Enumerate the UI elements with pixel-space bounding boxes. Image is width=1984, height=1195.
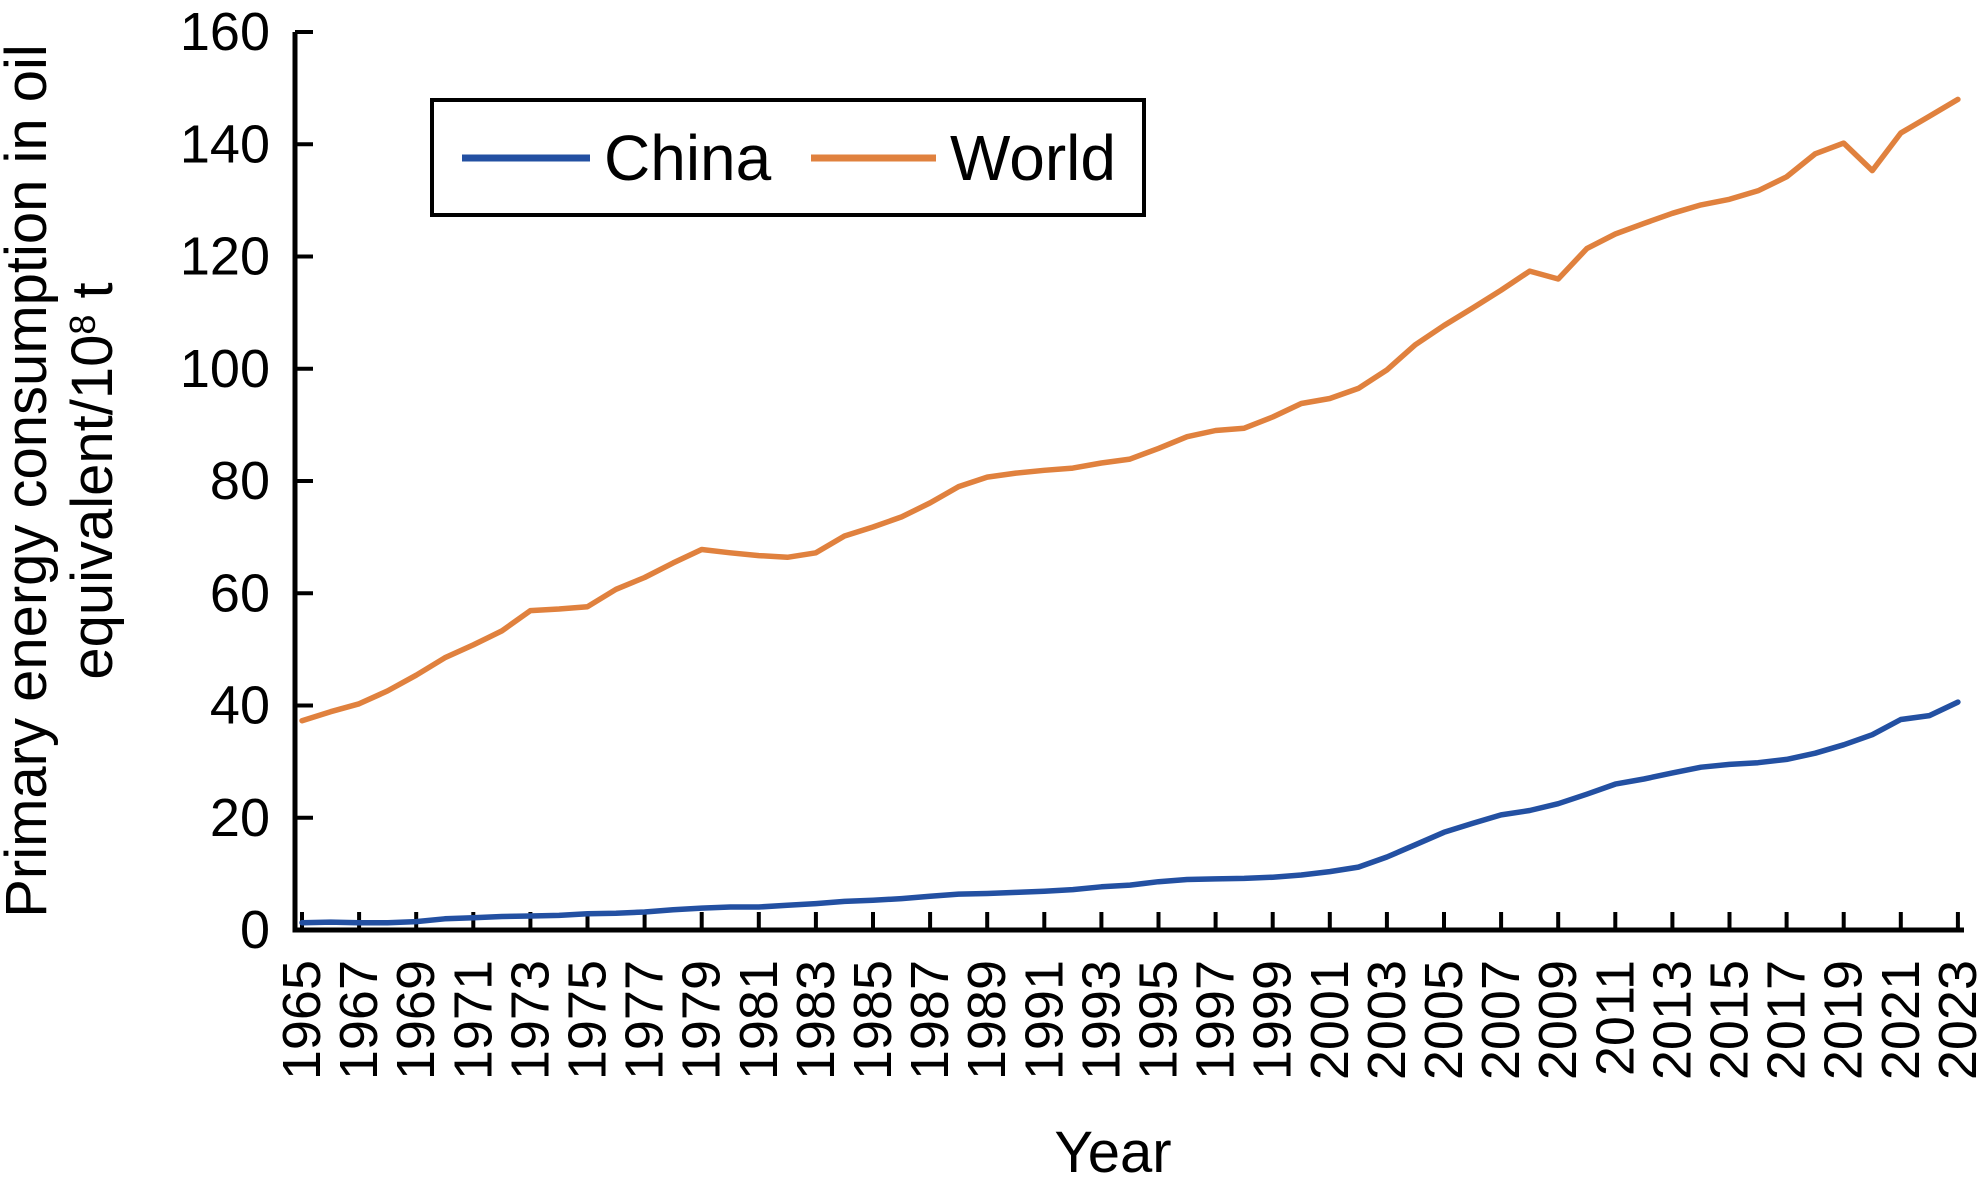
x-tick-label: 1977 [615,960,675,1080]
x-axis-title: Year [1054,1120,1171,1185]
x-tick-label: 2021 [1871,960,1931,1080]
x-tick-label: 1983 [786,960,846,1080]
x-tick-label: 1999 [1243,960,1303,1080]
y-tick-label: 20 [210,788,270,848]
x-tick-label: 2011 [1585,960,1645,1076]
x-tick-label: 2013 [1642,960,1702,1080]
x-tick-label: 1993 [1071,960,1131,1080]
x-tick-label: 1971 [443,960,503,1080]
x-tick-label: 1995 [1129,960,1189,1080]
y-tick-label: 40 [210,676,270,736]
x-tick-label: 1969 [386,960,446,1080]
x-tick-label: 2009 [1528,960,1588,1080]
legend: China World [430,98,1146,217]
svg-text:Primary energy consumption in: Primary energy consumption in oil [0,44,59,918]
x-tick-label: 2001 [1300,960,1360,1080]
y-tick-label: 80 [210,451,270,511]
series-line-china [299,699,1961,926]
x-tick-label: 1989 [957,960,1017,1080]
x-tick-label: 2017 [1757,960,1817,1080]
y-tick-label: 60 [210,563,270,623]
legend-box [430,98,1146,217]
x-tick-label: 1967 [329,960,389,1080]
x-tick-label: 1979 [672,960,732,1080]
y-tick-label: 100 [180,339,270,399]
y-tick-label: 0 [240,900,270,960]
x-tick-label: 2007 [1471,960,1531,1080]
x-tick-label: 1975 [558,960,618,1080]
x-tick-label: 2023 [1928,960,1984,1080]
legend-label-china: China [604,122,772,194]
svg-text:equivalent/108 t: equivalent/108 t [60,282,125,679]
x-tick-label: 2005 [1414,960,1474,1080]
y-tick-label: 140 [180,114,270,174]
x-tick-label: 1985 [843,960,903,1080]
legend-label-world: World [950,122,1116,194]
y-tick-label: 120 [180,227,270,287]
y-axis: 0 20 40 60 80 100 120 140 160 [180,2,313,960]
x-tick-label: 1987 [900,960,960,1080]
y-tick-label: 160 [180,2,270,62]
x-tick-label: 2003 [1357,960,1417,1080]
x-tick-label: 2015 [1700,960,1760,1080]
x-tick-label: 2019 [1814,960,1874,1080]
series-line-world [299,96,1961,724]
x-tick-label: 1991 [1014,960,1074,1080]
legend-item-china: China [462,122,772,194]
x-tick-label: 1997 [1186,960,1246,1080]
x-tick-label: 1973 [500,960,560,1080]
y-axis-title: Primary energy consumption in oil equival… [0,44,125,918]
legend-item-world: World [811,122,1116,194]
x-tick-label: 1981 [729,960,789,1080]
x-tick-label: 1965 [272,960,332,1080]
x-axis: 1965196719691971197319751977197919811983… [272,912,1984,1080]
